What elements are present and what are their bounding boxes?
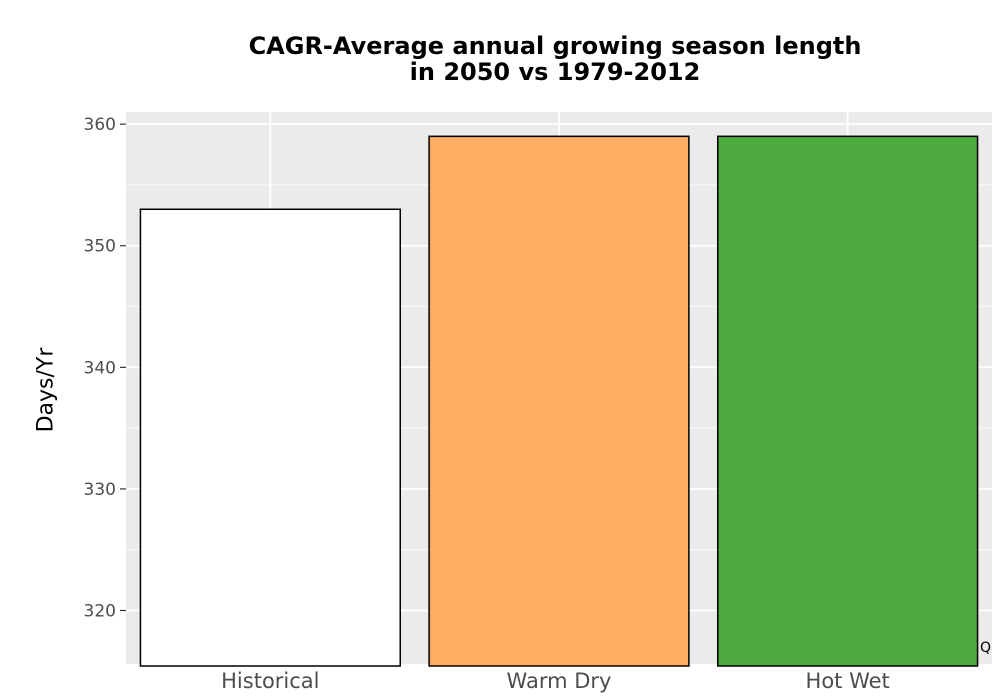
y-tick-layer: 320 330 340 350 360 bbox=[84, 115, 126, 622]
bar-warm-dry bbox=[428, 135, 690, 667]
bar-layer bbox=[139, 135, 979, 667]
y-tick-label: 360 bbox=[84, 115, 116, 135]
y-tick-label: 350 bbox=[84, 237, 116, 257]
y-tick-label: 320 bbox=[84, 602, 116, 622]
x-tick-label: Historical bbox=[221, 669, 319, 693]
y-tick-label: 340 bbox=[84, 358, 116, 378]
x-tick-layer: Historical Warm Dry Hot Wet bbox=[221, 669, 890, 693]
chart-title-line-1: CAGR-Average annual growing season lengt… bbox=[248, 32, 862, 60]
bar-historical bbox=[139, 208, 401, 667]
chart-title-line-2: in 2050 vs 1979-2012 bbox=[409, 58, 701, 86]
x-tick-label: Warm Dry bbox=[507, 669, 612, 693]
bar-hot-wet bbox=[717, 135, 979, 667]
x-tick-label: Hot Wet bbox=[806, 669, 890, 693]
y-tick-label: 330 bbox=[84, 480, 116, 500]
corner-mark: Q bbox=[980, 640, 992, 656]
